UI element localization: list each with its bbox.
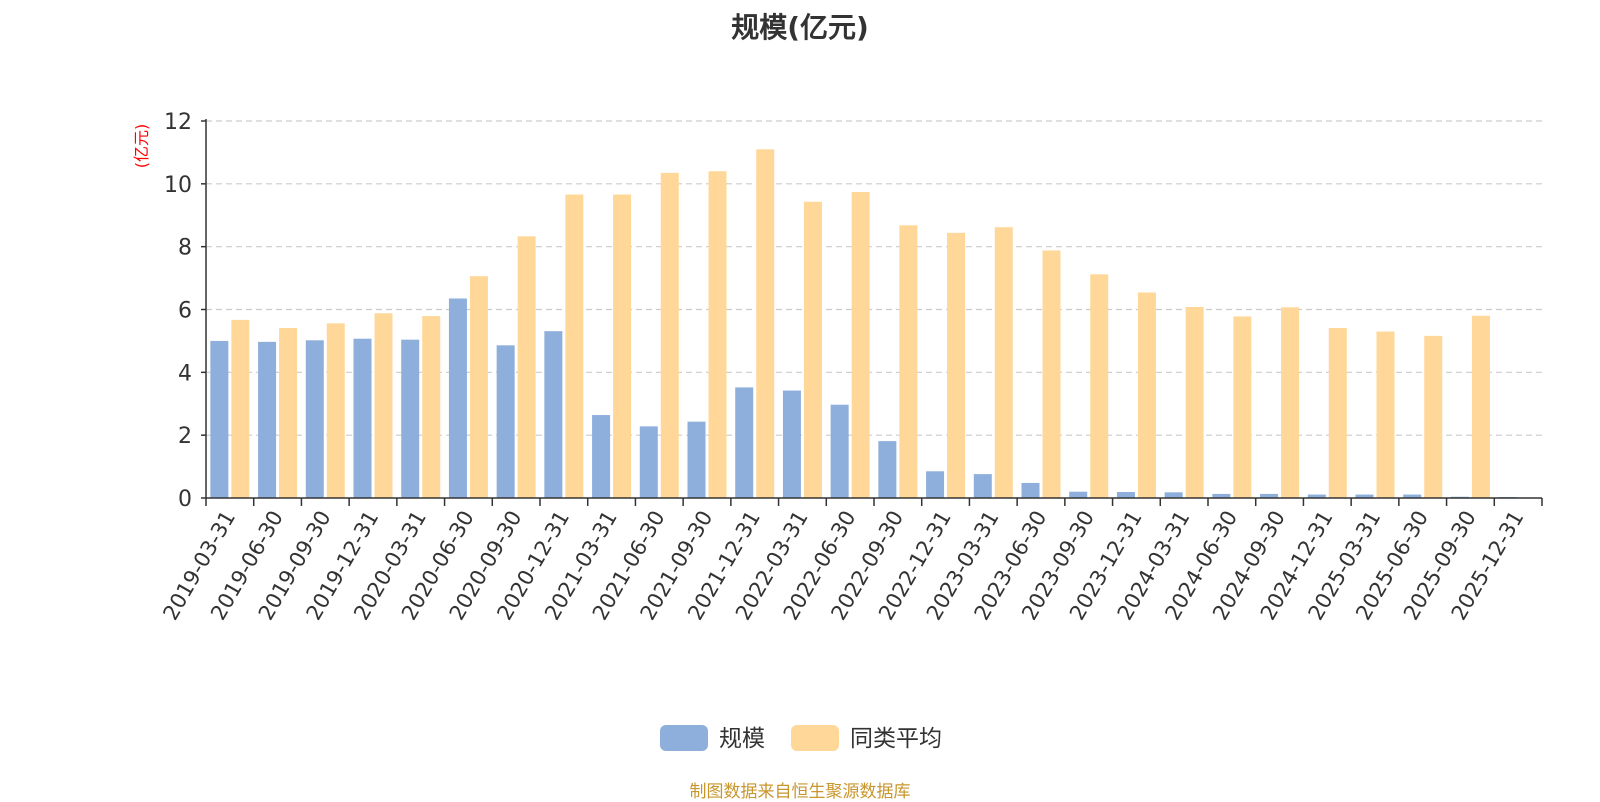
bar-peer-average [613,194,632,498]
bar-peer-average [565,194,584,498]
bar-peer-average [326,323,345,498]
bar-peer-average [756,149,775,498]
bar-scale [782,390,801,498]
bar-scale [830,404,849,498]
bar-peer-average [1471,315,1490,498]
bar-peer-average [517,236,536,498]
bar-peer-average [899,225,918,498]
legend-swatch [791,725,839,751]
y-tick-label: 2 [178,424,192,449]
bar-scale [448,298,467,498]
y-axis-label: (亿元) [132,124,151,169]
bar-scale [687,421,706,498]
bar-scale [210,340,229,498]
bars [210,149,1517,499]
bar-scale [1069,491,1088,498]
legend: 规模 同类平均 [660,725,942,752]
bar-peer-average [660,172,679,498]
bar-peer-average [1233,316,1252,498]
bar-peer-average [1137,292,1156,498]
y-tick-label: 10 [164,173,192,198]
bar-peer-average [1090,274,1109,498]
bar-peer-average [708,171,727,498]
bar-scale [401,339,420,498]
legend-swatch [660,725,708,751]
bar-scale [639,426,658,498]
bar-scale [305,340,324,498]
bar-scale [735,387,754,498]
bar-peer-average [374,313,393,498]
source-note: 制图数据来自恒生聚源数据库 [689,782,911,802]
bar-peer-average [947,232,966,499]
y-tick-label: 4 [178,361,192,386]
bar-scale [353,338,372,498]
bar-peer-average [1328,328,1347,498]
bar-scale [973,474,992,498]
y-tick-label: 0 [178,487,192,512]
legend-label: 规模 [719,726,765,752]
y-tick-label: 12 [164,110,192,135]
bar-peer-average [803,201,822,498]
bar-scale [544,331,563,498]
bar-scale [1307,494,1326,498]
bar-scale [1021,482,1040,498]
bar-scale [1164,492,1183,498]
legend-label: 同类平均 [850,726,942,752]
y-tick-label: 8 [178,236,192,261]
bar-scale [1403,494,1422,498]
bar-scale [878,441,897,498]
bar-scale [1260,493,1279,498]
y-tick-label: 6 [178,299,192,324]
bar-peer-average [994,227,1013,498]
bar-scale [1212,493,1231,498]
bar-peer-average [851,192,870,499]
bar-peer-average [469,276,488,498]
bar-scale [592,415,611,498]
bar-scale [258,341,277,498]
bar-peer-average [1424,335,1443,498]
bar-scale [496,345,515,498]
chart-title: 规模(亿元) [731,11,869,44]
bar-peer-average [279,328,298,498]
bar-scale [1355,494,1374,498]
bar-peer-average [1042,250,1061,498]
bar-peer-average [1281,307,1300,498]
bar-scale [926,471,945,498]
bar-peer-average [1185,306,1204,498]
bar-peer-average [422,316,441,498]
bar-scale [1116,492,1135,498]
bar-peer-average [1376,331,1395,498]
bar-peer-average [231,319,250,498]
